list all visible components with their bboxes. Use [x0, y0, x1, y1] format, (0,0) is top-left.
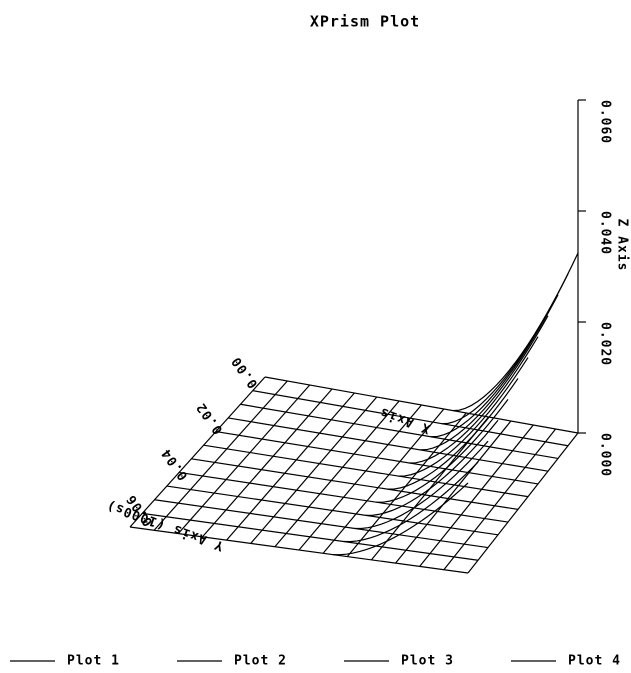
ridge — [441, 273, 569, 425]
legend-label: Plot 4 — [568, 654, 621, 669]
ridge — [420, 315, 549, 451]
wire — [228, 417, 549, 472]
ridge — [354, 440, 489, 530]
wire — [129, 526, 469, 574]
ridge — [452, 252, 579, 412]
z-tick-label: 0.000 — [598, 433, 613, 477]
ridge — [430, 294, 559, 438]
wire — [201, 388, 333, 538]
legend-label: Plot 1 — [67, 654, 120, 669]
z-axis-label: Z Axis — [615, 219, 630, 272]
x-axis-label: X Axis — [378, 404, 433, 436]
ridge — [387, 378, 519, 490]
ridge — [409, 336, 539, 464]
wire — [129, 376, 266, 528]
wire — [395, 420, 512, 564]
z-tick-label: 0.020 — [598, 322, 613, 366]
wire — [203, 444, 529, 498]
wire — [274, 400, 400, 548]
wire — [250, 396, 378, 544]
wire — [191, 458, 519, 510]
wire — [467, 432, 579, 574]
z-tick-label: 0.060 — [598, 100, 613, 144]
wire — [298, 404, 422, 551]
wire — [153, 380, 288, 531]
ridge — [398, 357, 529, 477]
wire — [443, 428, 557, 571]
surface-wireframe — [129, 252, 579, 574]
y-tick-label: 0.00 — [229, 353, 262, 391]
wire — [346, 412, 467, 557]
ridge — [365, 419, 499, 516]
wire — [142, 512, 479, 561]
wire — [179, 471, 509, 523]
y-tick-label: 0.02 — [194, 399, 227, 437]
wire — [154, 499, 489, 549]
wire — [166, 485, 499, 536]
wire — [419, 424, 534, 567]
wire — [226, 392, 355, 541]
wire — [264, 376, 579, 434]
ridge — [332, 482, 469, 556]
chart-title: XPrism Plot — [310, 13, 420, 31]
ridge — [343, 461, 479, 543]
wire — [215, 430, 539, 485]
wire — [252, 390, 569, 447]
wire — [240, 403, 559, 460]
wire — [177, 384, 311, 534]
ridge — [376, 399, 509, 503]
wire — [322, 408, 445, 554]
z-tick-label: 0.040 — [598, 211, 613, 255]
legend-label: Plot 3 — [401, 654, 454, 669]
legend-label: Plot 2 — [234, 654, 287, 669]
y-axis-label: Y Axis (1000s) — [104, 497, 225, 553]
